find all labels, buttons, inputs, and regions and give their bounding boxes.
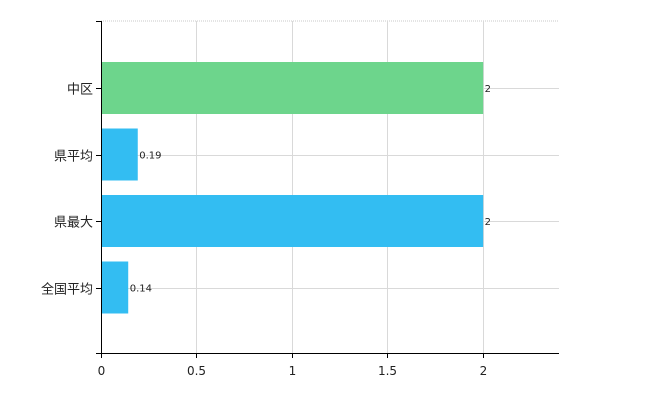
category-label: 県平均	[54, 150, 93, 165]
data-label: 2	[485, 217, 491, 228]
x-tick-label: 1.5	[378, 364, 397, 378]
bar-県平均	[101, 128, 138, 181]
data-label: 0.19	[139, 151, 161, 162]
data-label: 0.14	[130, 284, 152, 295]
x-tick-label: 0.5	[187, 364, 206, 378]
bar-全国平均	[101, 261, 129, 314]
x-tick-label: 0	[98, 364, 106, 378]
category-label: 全国平均	[41, 282, 93, 298]
category-label: 県最大	[54, 216, 93, 231]
data-label: 2	[485, 84, 491, 95]
bar-県最大	[101, 195, 484, 247]
bar-中区	[101, 62, 484, 114]
x-tick-label: 2	[480, 364, 488, 378]
category-label: 中区	[67, 83, 93, 98]
x-tick-label: 1	[289, 364, 297, 378]
